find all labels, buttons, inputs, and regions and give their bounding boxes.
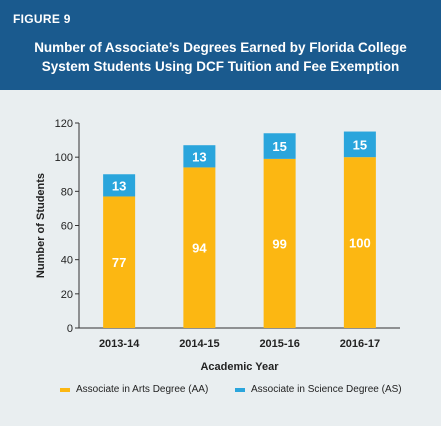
bar-aa-2013-14 [103,196,136,328]
data-label-aa: 100 [349,236,371,251]
data-label-aa: 77 [112,255,126,270]
chart-axes: 0 20 40 60 80 100 120 Number of Students Academi… [35,118,400,373]
legend-label-aa: Associate in Arts Degree (AA) [76,384,209,395]
bar-as-2016-17 [343,131,376,158]
chart-title-line-1: Number of Associate’s Degrees Earned by … [34,40,407,55]
bar-as-2013-14 [103,174,136,197]
chart-legend: Associate in Arts Degree (AA) Associate … [0,384,441,400]
data-label-as: 15 [353,137,367,152]
data-label-aa: 99 [272,236,286,251]
x-tick-label: 2014-15 [179,338,219,350]
figure-label: FIGURE 9 [13,12,71,26]
y-tick-label: 40 [61,255,73,267]
bar-as-2014-15 [183,145,216,168]
y-tick-label: 80 [61,186,73,198]
y-tick-label: 0 [67,323,73,335]
legend-item-as: Associate in Science Degree (AS) [235,384,402,395]
chart-bars [103,131,376,328]
legend-swatch-as [235,387,245,392]
x-tick-label: 2013-14 [99,338,140,350]
y-axis-label: Number of Students [35,173,47,278]
figure-header: FIGURE 9 Number of Associate’s Degrees E… [0,0,441,90]
bar-aa-2014-15 [183,167,216,328]
data-label-as: 13 [112,178,126,193]
stacked-bar-chart: 0 20 40 60 80 100 120 Number of Students Academi… [35,118,400,373]
x-tick-label: 2016-17 [340,338,380,350]
bar-as-2015-16 [263,133,296,159]
chart-title-line-2: System Students Using DCF Tuition and Fe… [41,59,400,74]
legend-swatch-aa [60,387,70,392]
y-tick-label: 120 [55,118,73,130]
y-tick-label: 60 [61,221,73,233]
data-label-aa: 94 [192,241,207,256]
data-label-as: 13 [192,149,206,164]
bar-aa-2015-16 [263,158,296,328]
bar-aa-2016-17 [343,157,376,328]
chart-labels: 77 13 94 13 99 15 100 15 [112,137,371,270]
y-tick-label: 100 [55,152,73,164]
x-axis-label: Academic Year [200,361,279,373]
legend-item-aa: Associate in Arts Degree (AA) [60,384,208,395]
legend-label-as: Associate in Science Degree (AS) [251,384,402,395]
data-label-as: 15 [272,139,286,154]
x-tick-label: 2015-16 [259,338,299,350]
y-tick-label: 20 [61,289,73,301]
